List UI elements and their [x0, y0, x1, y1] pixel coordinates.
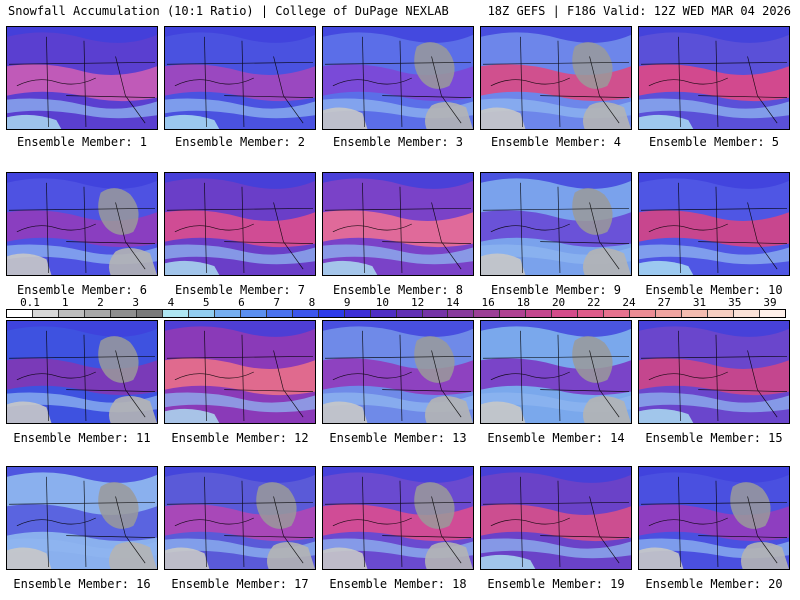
- colorbar-swatch: [162, 310, 189, 317]
- colorbar-swatch: [682, 310, 709, 317]
- colorbar-swatch: [552, 310, 579, 317]
- colorbar-tick-label: 8: [308, 296, 316, 309]
- colorbar-swatch: [474, 310, 501, 317]
- colorbar-tick-label: 1: [61, 296, 69, 309]
- colorbar-swatch: [240, 310, 267, 317]
- colorbar-swatch: [500, 310, 527, 317]
- colorbar-tick-label: 3: [132, 296, 140, 309]
- colorbar-tick-label: 39: [763, 296, 777, 309]
- colorbar-tick-label: 22: [587, 296, 601, 309]
- colorbar-swatch: [578, 310, 605, 317]
- snowfall-map-panel: [480, 26, 632, 130]
- member-label: Ensemble Member: 3: [332, 135, 464, 149]
- colorbar-swatch: [708, 310, 735, 317]
- snowfall-map-panel: [322, 26, 474, 130]
- colorbar-tick-label: 24: [622, 296, 636, 309]
- colorbar-swatch: [396, 310, 423, 317]
- snowfall-map-panel: [6, 172, 158, 276]
- colorbar-swatch: [604, 310, 631, 317]
- colorbar-swatch: [214, 310, 241, 317]
- snowfall-map-panel: [164, 466, 316, 570]
- colorbar-tick-label: 20: [551, 296, 566, 309]
- colorbar-tick-label: 5: [202, 296, 210, 309]
- member-label: Ensemble Member: 5: [648, 135, 780, 149]
- snowfall-map-panel: [6, 466, 158, 570]
- colorbar-swatch: [318, 310, 345, 317]
- colorbar-swatch: [58, 310, 85, 317]
- snowfall-map-panel: [480, 172, 632, 276]
- snowfall-map-panel: [322, 320, 474, 424]
- member-label: Ensemble Member: 1: [16, 135, 148, 149]
- member-label: Ensemble Member: 18: [329, 577, 467, 591]
- member-label: Ensemble Member: 13: [329, 431, 467, 445]
- member-label: Ensemble Member: 2: [174, 135, 306, 149]
- member-label: Ensemble Member: 10: [645, 283, 783, 297]
- member-label: Ensemble Member: 16: [13, 577, 151, 591]
- member-label: Ensemble Member: 11: [13, 431, 151, 445]
- colorbar-tick-label: 18: [516, 296, 530, 309]
- colorbar-tick-label: 35: [728, 296, 742, 309]
- member-label: Ensemble Member: 14: [487, 431, 625, 445]
- colorbar-swatch: [370, 310, 397, 317]
- colorbar-tick-label: 16: [481, 296, 495, 309]
- snowfall-map-panel: [6, 26, 158, 130]
- colorbar-swatch: [32, 310, 59, 317]
- run-info: 18Z GEFS | F186 Valid: 12Z WED MAR 04 20…: [487, 4, 791, 18]
- colorbar-swatch: [760, 310, 786, 317]
- colorbar-tick-label: 31: [692, 296, 707, 309]
- member-label: Ensemble Member: 9: [490, 283, 622, 297]
- colorbar-swatch: [110, 310, 137, 317]
- snowfall-map-panel: [322, 172, 474, 276]
- colorbar-swatch: [630, 310, 657, 317]
- snowfall-map-panel: [638, 26, 790, 130]
- page-title: Snowfall Accumulation (10:1 Ratio) | Col…: [8, 4, 449, 18]
- colorbar-tick-label: 2: [97, 296, 104, 309]
- colorbar-swatch: [448, 310, 475, 317]
- colorbar-swatch: [656, 310, 683, 317]
- snowfall-map-panel: [164, 172, 316, 276]
- member-label: Ensemble Member: 6: [16, 283, 148, 297]
- member-label: Ensemble Member: 4: [490, 135, 622, 149]
- snowfall-map-panel: [638, 466, 790, 570]
- colorbar-swatch: [344, 310, 371, 317]
- colorbar-swatch: [526, 310, 553, 317]
- colorbar-tick-label: 27: [657, 296, 671, 309]
- member-label: Ensemble Member: 7: [174, 283, 306, 297]
- snowfall-map-panel: [638, 172, 790, 276]
- colorbar-tick-label: 12: [410, 296, 425, 309]
- member-label: Ensemble Member: 8: [332, 283, 464, 297]
- snowfall-map-panel: [164, 320, 316, 424]
- colorbar: [6, 309, 786, 318]
- member-label: Ensemble Member: 17: [171, 577, 309, 591]
- colorbar-tick-label: 0.1: [20, 296, 40, 309]
- colorbar-tick-label: 4: [167, 296, 175, 309]
- colorbar-tick-label: 14: [446, 296, 460, 309]
- colorbar-swatch: [188, 310, 215, 317]
- snowfall-map-panel: [638, 320, 790, 424]
- colorbar-swatch: [136, 310, 163, 317]
- colorbar-swatch: [422, 310, 449, 317]
- colorbar-tick-label: 7: [273, 296, 280, 309]
- snowfall-map-panel: [322, 466, 474, 570]
- snowfall-map-panel: [164, 26, 316, 130]
- snowfall-map-panel: [480, 466, 632, 570]
- snowfall-map-panel: [6, 320, 158, 424]
- colorbar-swatch: [734, 310, 761, 317]
- snowfall-map-panel: [480, 320, 632, 424]
- colorbar-swatch: [84, 310, 111, 317]
- colorbar-tick-label: 6: [238, 296, 245, 309]
- member-label: Ensemble Member: 12: [171, 431, 309, 445]
- colorbar-swatch: [292, 310, 319, 317]
- member-label: Ensemble Member: 15: [645, 431, 783, 445]
- member-label: Ensemble Member: 19: [487, 577, 625, 591]
- member-label: Ensemble Member: 20: [645, 577, 783, 591]
- colorbar-tick-label: 10: [375, 296, 389, 309]
- colorbar-swatch: [7, 310, 33, 317]
- colorbar-swatch: [266, 310, 293, 317]
- colorbar-tick-label: 9: [343, 296, 351, 309]
